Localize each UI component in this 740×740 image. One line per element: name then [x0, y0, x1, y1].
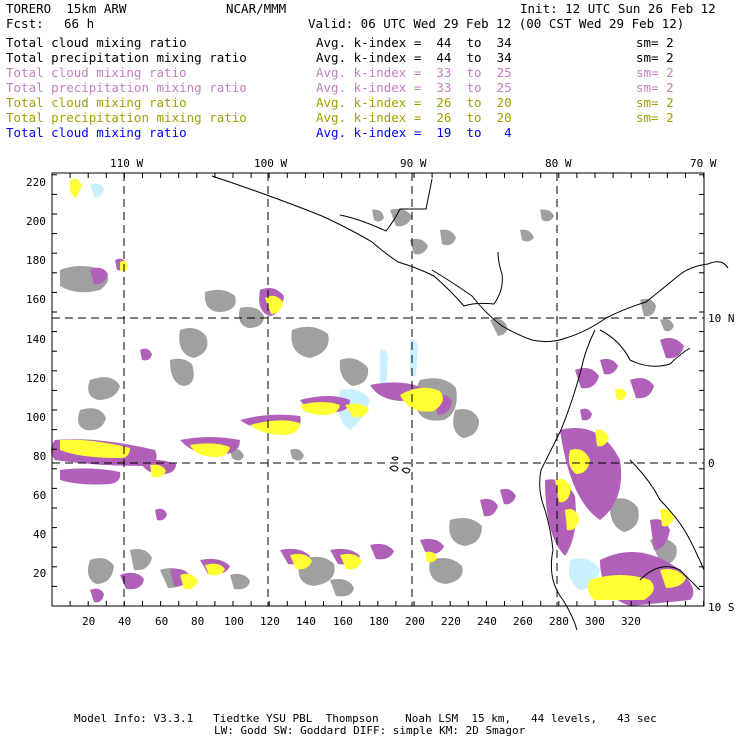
- forecast-label: Fcst:: [6, 16, 44, 31]
- precip-layer-purple: [51, 258, 694, 606]
- model-physics: LW: Godd SW: Goddard DIFF: simple KM: 2D…: [214, 724, 526, 737]
- legend-smooth: sm= 2: [636, 110, 674, 125]
- graticule: [52, 173, 704, 606]
- legend-field: Total cloud mixing ratio: [6, 125, 187, 140]
- legend-index: Avg. k-index = 19 to 4: [316, 125, 512, 140]
- x-tick-label: 120: [260, 615, 280, 628]
- legend-field: Total cloud mixing ratio: [6, 65, 187, 80]
- y-tick-label: 40: [33, 528, 46, 541]
- legend-smooth: sm= 2: [636, 95, 674, 110]
- legend-smooth: sm= 2: [636, 65, 674, 80]
- x-tick-label: 200: [405, 615, 425, 628]
- model-title: TORERO 15km ARW: [6, 1, 127, 16]
- x-tick-label: 140: [296, 615, 316, 628]
- cloud-layer-gray: [60, 208, 677, 597]
- legend-field: Total precipitation mixing ratio: [6, 50, 247, 65]
- legend-smooth: sm= 2: [636, 35, 674, 50]
- x-tick-label: 160: [333, 615, 353, 628]
- lat-label: 10 S: [708, 601, 735, 614]
- x-tick-label: 80: [191, 615, 204, 628]
- legend-field: Total precipitation mixing ratio: [6, 80, 247, 95]
- x-tick-label: 320: [621, 615, 641, 628]
- x-tick-label: 240: [477, 615, 497, 628]
- legend-row: Total precipitation mixing ratio Avg. k-…: [6, 111, 736, 126]
- lon-label: 110 W: [110, 157, 143, 170]
- x-tick-label: 40: [118, 615, 131, 628]
- legend-index: Avg. k-index = 26 to 20: [316, 110, 512, 125]
- legend-smooth: sm= 2: [636, 80, 674, 95]
- legend-index: Avg. k-index = 44 to 34: [316, 50, 512, 65]
- legend-row: Total precipitation mixing ratio Avg. k-…: [6, 81, 736, 96]
- x-tick-label: 180: [369, 615, 389, 628]
- forecast-hour: 66 h: [64, 16, 95, 31]
- y-tick-label: 20: [33, 567, 46, 580]
- grid-y-labels: 220 200 180 160 140 120 100 80 60 40 20: [26, 176, 46, 580]
- legend-field: Total cloud mixing ratio: [6, 35, 187, 50]
- legend-index: Avg. k-index = 33 to 25: [316, 65, 512, 80]
- y-tick-label: 60: [33, 489, 46, 502]
- y-tick-label: 100: [26, 411, 46, 424]
- lat-label: 0: [708, 457, 715, 470]
- y-tick-label: 200: [26, 215, 46, 228]
- legend-field: Total precipitation mixing ratio: [6, 110, 247, 125]
- x-tick-label: 100: [224, 615, 244, 628]
- lon-label: 100 W: [254, 157, 287, 170]
- valid-time: Valid: 06 UTC Wed 29 Feb 12 (00 CST Wed …: [308, 16, 685, 31]
- precip-layer-yellow: [60, 178, 686, 600]
- y-tick-label: 80: [33, 450, 46, 463]
- lon-label: 90 W: [400, 157, 427, 170]
- legend-row: Total cloud mixing ratio Avg. k-index = …: [6, 126, 736, 141]
- model-info: Model Info: V3.3.1 Tiedtke YSU PBL Thomp…: [74, 712, 657, 725]
- lon-label: 70 W: [690, 157, 717, 170]
- legend-field: Total cloud mixing ratio: [6, 95, 187, 110]
- legend-row: Total precipitation mixing ratio Avg. k-…: [6, 51, 736, 66]
- coastline: [211, 175, 729, 631]
- grid-x-labels: 20 40 60 80 100 120 140 160 180 200 220 …: [82, 615, 641, 628]
- legend-smooth: sm= 2: [636, 50, 674, 65]
- legend-row: Total cloud mixing ratio Avg. k-index = …: [6, 36, 736, 51]
- legend-row: Total cloud mixing ratio Avg. k-index = …: [6, 66, 736, 81]
- tick-marks: [51, 173, 705, 607]
- lon-label: 80 W: [545, 157, 572, 170]
- x-tick-label: 300: [585, 615, 605, 628]
- x-tick-label: 220: [441, 615, 461, 628]
- x-tick-label: 260: [513, 615, 533, 628]
- x-tick-label: 280: [549, 615, 569, 628]
- legend-row: Total cloud mixing ratio Avg. k-index = …: [6, 96, 736, 111]
- y-tick-label: 180: [26, 254, 46, 267]
- x-tick-label: 60: [155, 615, 168, 628]
- legend-index: Avg. k-index = 26 to 20: [316, 95, 512, 110]
- y-tick-label: 160: [26, 293, 46, 306]
- init-time: Init: 12 UTC Sun 26 Feb 12: [520, 1, 716, 16]
- lat-label: 10 N: [708, 312, 735, 325]
- x-tick-label: 20: [82, 615, 95, 628]
- y-tick-label: 220: [26, 176, 46, 189]
- org-label: NCAR/MMM: [226, 1, 287, 16]
- legend-index: Avg. k-index = 33 to 25: [316, 80, 512, 95]
- y-tick-label: 120: [26, 372, 46, 385]
- y-tick-label: 140: [26, 333, 46, 346]
- legend-index: Avg. k-index = 44 to 34: [316, 35, 512, 50]
